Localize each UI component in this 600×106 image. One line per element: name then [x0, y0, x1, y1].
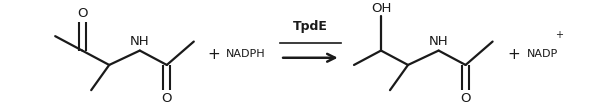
Text: NH: NH	[429, 35, 448, 48]
Text: O: O	[77, 7, 88, 20]
Text: O: O	[161, 92, 172, 105]
Text: +: +	[507, 47, 520, 62]
Text: TpdE: TpdE	[292, 20, 328, 33]
Text: O: O	[460, 92, 471, 105]
Text: OH: OH	[371, 2, 391, 15]
Text: NADPH: NADPH	[226, 49, 266, 59]
Text: +: +	[207, 47, 220, 62]
Text: NH: NH	[130, 35, 149, 48]
Text: +: +	[555, 30, 563, 40]
Text: NADP: NADP	[527, 49, 558, 59]
